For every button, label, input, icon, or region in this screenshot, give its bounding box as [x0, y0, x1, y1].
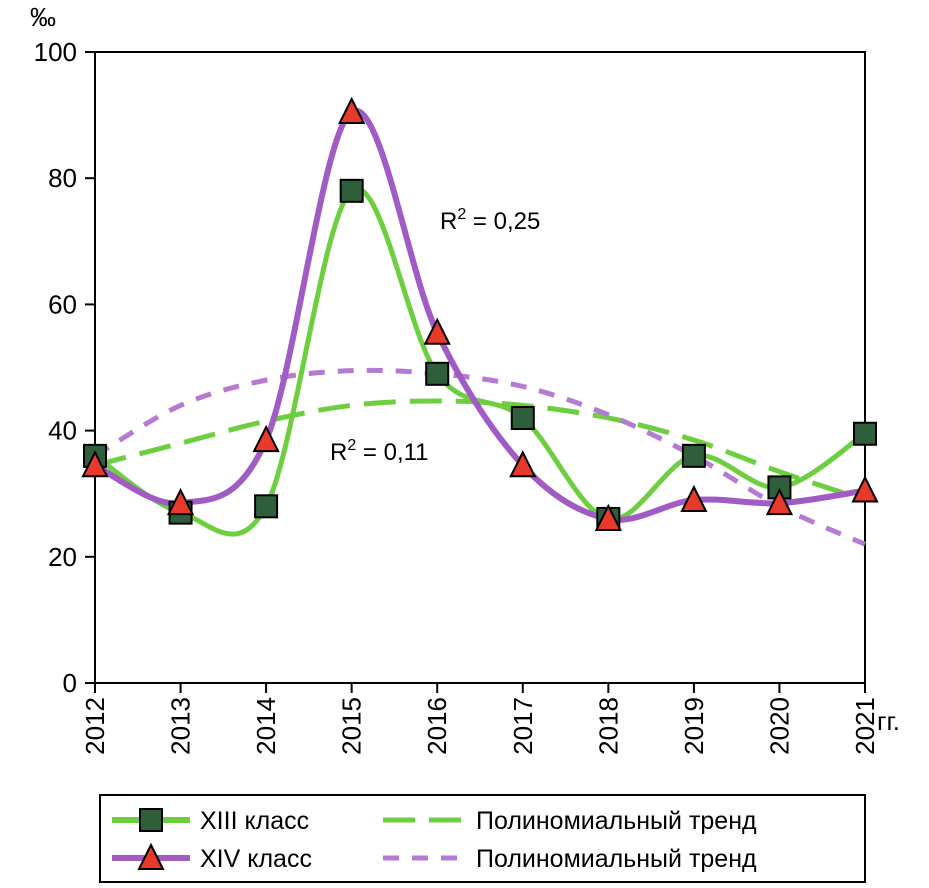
y-tick-label: 0: [63, 668, 77, 698]
point-series-2: [680, 484, 708, 513]
x-tick-label: 2020: [764, 697, 794, 755]
legend-marker-series-1: [139, 808, 163, 832]
point-series-1: [254, 494, 279, 519]
y-tick-label: 20: [48, 542, 77, 572]
point-series-1: [339, 178, 364, 203]
legend-box: [99, 794, 866, 883]
point-series-2: [851, 475, 879, 503]
y-tick-label: 60: [48, 289, 77, 319]
x-tick-label: 2014: [251, 697, 281, 755]
point-series-1: [681, 443, 706, 468]
trend-line-1: [94, 398, 866, 503]
point-series-1: [510, 405, 535, 430]
markers: [81, 96, 879, 531]
point-series-2: [166, 487, 195, 516]
point-series-2: [252, 424, 280, 453]
annotations: R2 = 0,25 R2 = 0,11: [330, 206, 540, 466]
point-series-2: [338, 96, 366, 124]
point-series-2: [81, 450, 109, 478]
series-line-1: [93, 186, 867, 537]
point-series-2: [594, 503, 622, 531]
legend-label-trend-1: Полиномиальный тренд: [476, 807, 757, 835]
y-axis-unit: ‰: [30, 2, 56, 32]
y-tick-label: 40: [48, 416, 77, 446]
legend-label-series-2: XIV класс: [200, 845, 312, 873]
x-tick-label: 2019: [679, 697, 709, 755]
axes: 0 20 40 60 80 100 ‰ 2012 2013 2014 2015 2016 2017 201…: [30, 2, 900, 755]
x-tick-label: 2018: [593, 697, 623, 755]
legend-label-series-1: XIII класс: [200, 807, 309, 835]
x-tick-label: 2017: [508, 697, 538, 755]
legend-marker-series-2: [137, 842, 165, 870]
r2-label-trend-1: R2 = 0,11: [330, 437, 429, 466]
legend: XIII класс XIV класс Полиномиальный тренд П…: [99, 794, 866, 883]
r2-label-trend-2: R2 = 0,25: [440, 206, 540, 235]
x-axis-unit: гг.: [877, 706, 900, 736]
point-series-2: [765, 487, 794, 516]
x-tick-label: 2016: [422, 697, 452, 755]
x-tick-label: 2015: [337, 697, 367, 755]
y-tick-label: 100: [34, 37, 77, 67]
series-lines: [93, 107, 867, 537]
trend-lines: [93, 367, 867, 547]
x-tick-label: 2021: [850, 697, 880, 755]
point-series-2: [423, 317, 451, 345]
legend-label-trend-2: Полиномиальный тренд: [476, 845, 757, 873]
point-series-1: [425, 361, 450, 386]
trend-line-2: [93, 367, 867, 547]
point-series-2: [509, 450, 537, 478]
x-tick-label: 2012: [80, 697, 110, 755]
point-series-1: [853, 421, 877, 446]
x-tick-label: 2013: [166, 697, 196, 755]
plot-area-frame: [94, 51, 866, 684]
y-tick-label: 80: [48, 163, 77, 193]
